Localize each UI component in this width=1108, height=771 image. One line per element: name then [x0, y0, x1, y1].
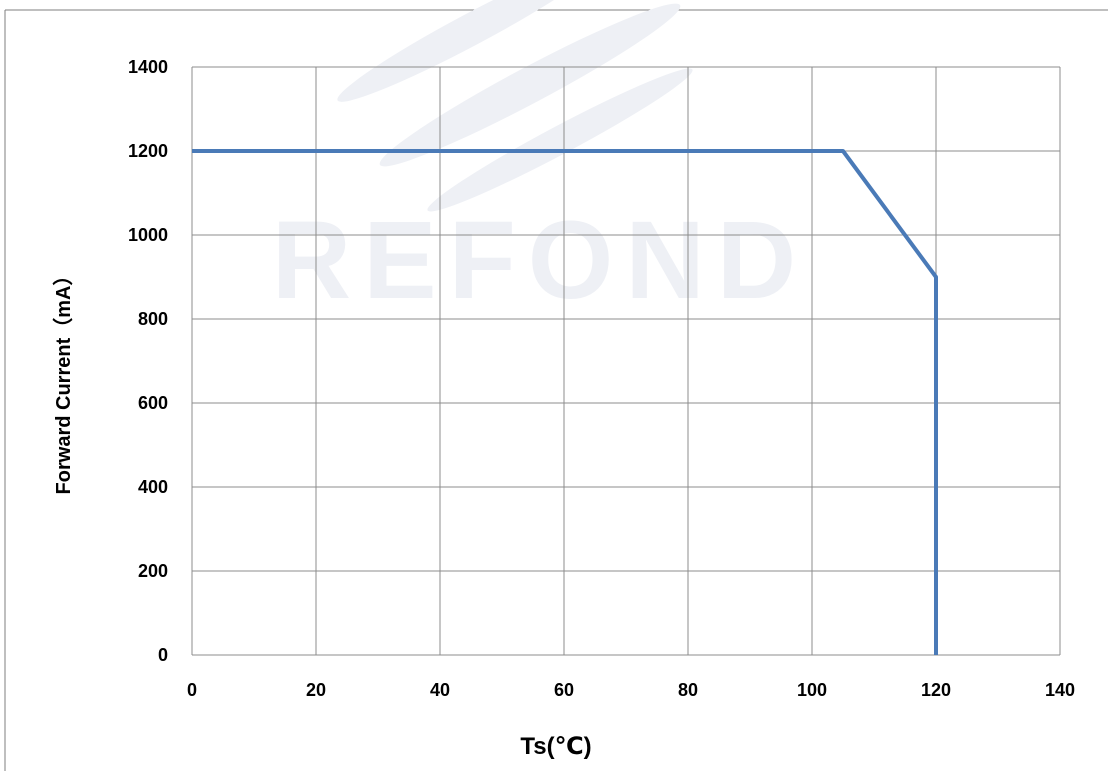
watermark-logo: REFOND	[272, 0, 808, 322]
x-axis-title: Ts(℃)	[520, 733, 591, 760]
y-tick-label: 600	[138, 393, 168, 413]
x-tick-label: 80	[678, 680, 698, 700]
y-tick-label: 1000	[128, 225, 168, 245]
x-tick-label: 20	[306, 680, 326, 700]
y-tick-label: 1200	[128, 141, 168, 161]
plot-series	[192, 149, 938, 655]
x-tick-label: 0	[187, 680, 197, 700]
y-tick-label: 1400	[128, 57, 168, 77]
x-tick-label: 100	[797, 680, 827, 700]
grid	[191, 66, 1061, 656]
x-tick-label: 140	[1045, 680, 1075, 700]
x-tick-label: 40	[430, 680, 450, 700]
watermark-text: REFOND	[272, 199, 808, 322]
y-tick-label: 800	[138, 309, 168, 329]
x-tick-label: 60	[554, 680, 574, 700]
y-axis-title: Forward Current（mA）	[52, 266, 75, 495]
y-tick-label: 400	[138, 477, 168, 497]
y-tick-label: 0	[158, 645, 168, 665]
x-tick-label: 120	[921, 680, 951, 700]
tick-labels: 0 20 40 60 80 100 120 1400200400600800100012001…	[128, 57, 1075, 700]
y-tick-label: 200	[138, 561, 168, 581]
series-line	[192, 149, 938, 655]
